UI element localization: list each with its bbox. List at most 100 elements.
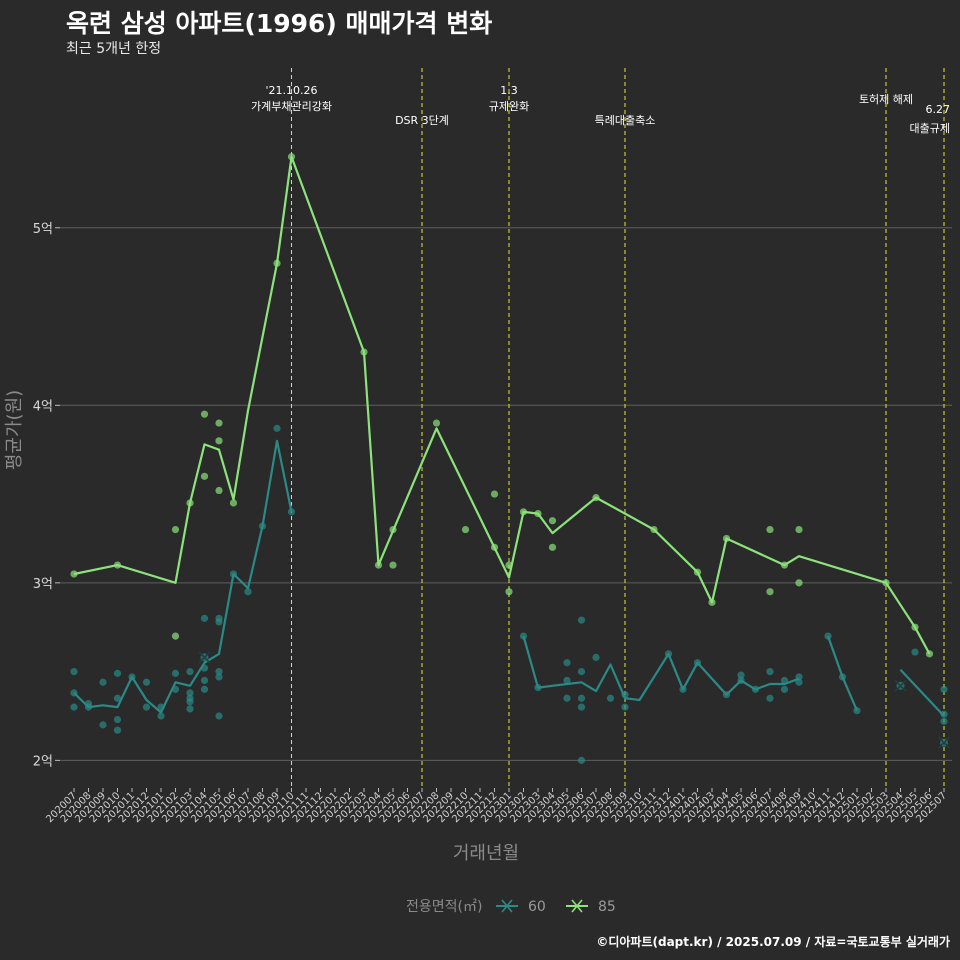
data-point-60 [287, 508, 296, 516]
series-line-85 [73, 155, 931, 655]
data-point-60 [577, 694, 586, 702]
data-point-85 [592, 494, 600, 502]
data-point-60 [171, 685, 180, 693]
data-point-60 [113, 715, 122, 724]
data-point-60 [128, 673, 136, 681]
data-point-60 [679, 685, 687, 693]
data-point-60 [215, 712, 223, 720]
data-point-60 [577, 703, 586, 711]
data-point-60 [838, 673, 847, 681]
data-point-60 [780, 676, 789, 685]
data-point-60 [940, 710, 948, 718]
data-point-60 [142, 678, 151, 686]
chart-title: 옥련 삼성 아파트(1996) 매매가격 변화 [66, 9, 493, 38]
data-point-60 [577, 616, 586, 624]
data-point-60 [215, 668, 223, 676]
x-axis-label: 거래년월 [453, 843, 519, 864]
data-point-60 [273, 424, 281, 432]
policy-annotation: DSR 3단계 [395, 114, 449, 127]
data-point-85 [548, 517, 557, 525]
data-point-60 [258, 522, 267, 530]
data-point-85 [461, 525, 470, 534]
legend: 전용면적(㎡) 60 85 [406, 899, 616, 915]
y-axis: 2억 3억 4억 5억 [33, 222, 60, 769]
data-point-85 [505, 588, 513, 596]
data-point-60 [171, 669, 180, 677]
policy-annotation: 대출규제 [910, 122, 950, 135]
data-point-60 [113, 669, 122, 677]
data-point-85 [200, 472, 209, 480]
data-point-60 [229, 570, 238, 578]
data-point-85 [795, 525, 803, 534]
data-point-85 [766, 525, 774, 534]
data-point-60 [113, 726, 122, 734]
data-point-60 [244, 588, 252, 596]
data-point-85 [215, 486, 223, 495]
data-point-60 [70, 703, 78, 711]
data-point-85 [519, 508, 528, 516]
data-point-60 [200, 676, 209, 685]
legend-swatch-60 [501, 899, 513, 913]
legend-label-60: 60 [528, 899, 546, 915]
data-point-85 [534, 510, 542, 518]
policy-annotation: '21.10.26 [265, 84, 317, 97]
cross-marker-60 [894, 679, 907, 692]
data-point-60 [693, 659, 702, 667]
data-point-60 [99, 721, 107, 729]
data-point-85 [113, 561, 122, 569]
data-point-60 [737, 671, 745, 679]
data-point-60 [766, 668, 774, 676]
data-point-85 [389, 525, 397, 534]
data-point-85 [505, 561, 513, 569]
y-tick-label: 4억 [33, 399, 53, 414]
data-point-60 [113, 694, 122, 702]
data-point-85 [186, 499, 194, 507]
data-point-60 [664, 650, 673, 658]
data-point-60 [940, 685, 948, 693]
cross-marker-60 [198, 651, 211, 664]
data-point-60 [621, 703, 629, 711]
data-point-85 [708, 598, 716, 606]
data-point-60 [592, 653, 600, 662]
data-point-60 [563, 694, 571, 702]
data-point-60 [853, 707, 861, 715]
data-point-60 [519, 632, 528, 640]
policy-annotation: 가계부채관리강화 [251, 100, 332, 113]
data-point-85 [215, 437, 223, 445]
gridlines [60, 227, 952, 761]
data-point-85 [780, 561, 789, 569]
data-point-85 [215, 419, 223, 427]
data-point-85 [490, 490, 499, 498]
data-point-85 [766, 588, 774, 596]
policy-annotation: 규제완화 [489, 100, 529, 113]
legend-label-85: 85 [598, 899, 616, 915]
data-point-60 [563, 659, 571, 667]
data-point-85 [70, 570, 78, 578]
data-point-60 [70, 668, 78, 676]
data-point-85 [882, 579, 890, 587]
source-caption: ©디아파트(dapt.kr) / 2025.07.09 / 자료=국토교통부 실… [596, 935, 950, 949]
data-point-60 [795, 678, 803, 686]
data-point-60 [940, 717, 948, 725]
data-point-85 [389, 561, 397, 569]
data-point-85 [795, 579, 803, 587]
data-point-60 [142, 703, 151, 711]
data-point-60 [563, 676, 571, 685]
data-point-60 [766, 694, 774, 702]
data-point-85 [722, 534, 731, 543]
data-point-60 [795, 673, 803, 681]
data-point-60 [577, 756, 586, 764]
data-point-60 [577, 668, 586, 676]
data-point-85 [360, 348, 368, 356]
data-point-60 [186, 689, 194, 697]
data-point-85 [287, 153, 296, 161]
data-point-60 [200, 614, 209, 622]
data-point-60 [186, 698, 194, 706]
data-point-60 [99, 678, 107, 686]
data-point-60 [911, 648, 919, 656]
data-point-85 [432, 419, 441, 427]
data-point-60 [780, 685, 789, 693]
policy-annotation: 6.27 [926, 103, 951, 116]
data-point-60 [534, 683, 542, 692]
